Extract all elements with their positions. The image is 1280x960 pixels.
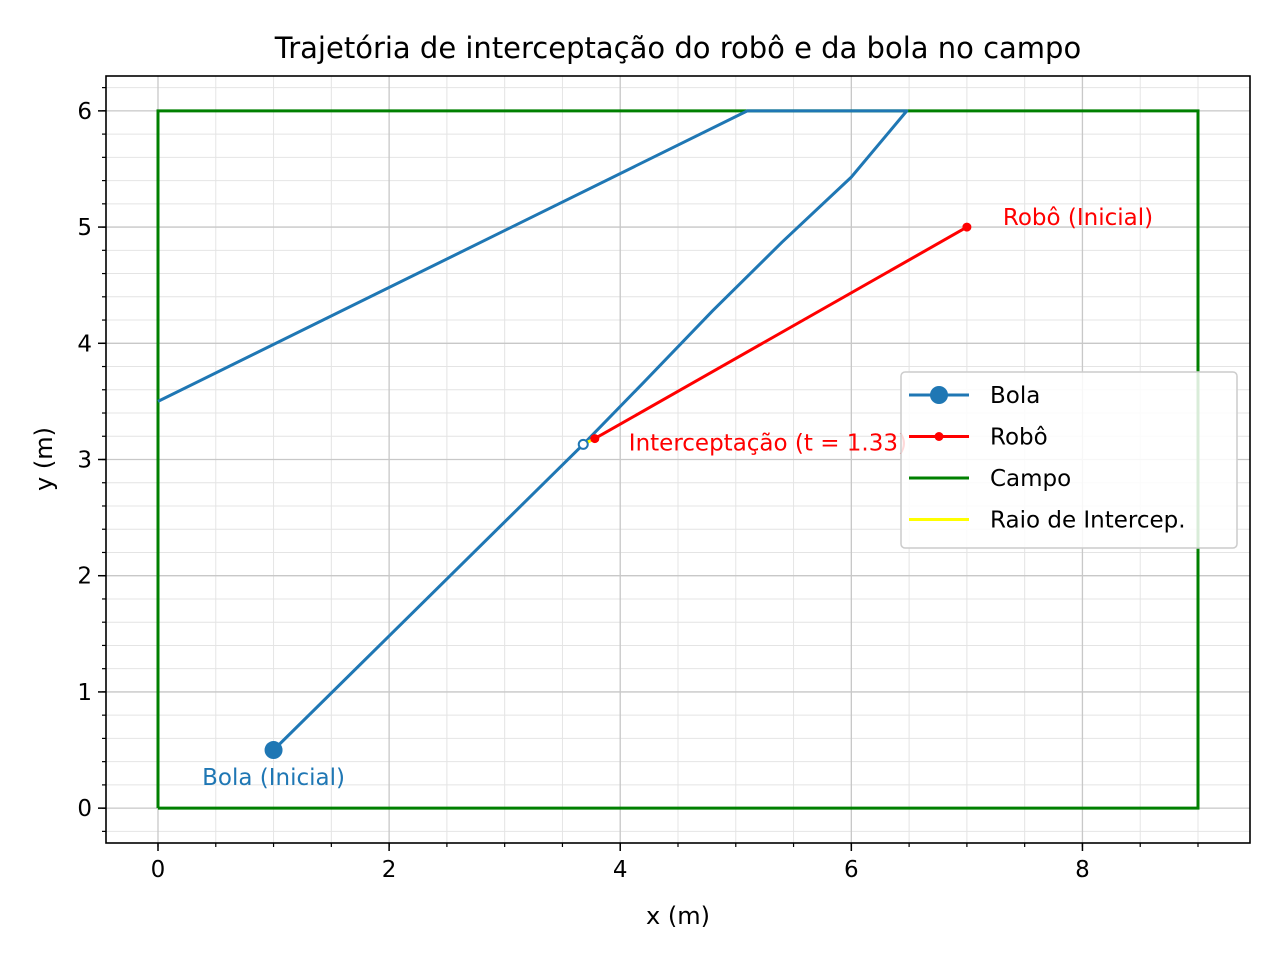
x-tick-label: 6 — [844, 857, 859, 883]
y-tick-label: 4 — [77, 331, 92, 357]
annotation-label: Bola (Inicial) — [202, 765, 345, 791]
legend-label: Robô — [990, 425, 1048, 451]
robot-path-line — [594, 225, 968, 440]
annotation-layer: Bola (Inicial) Robô (Inicial) Interceptaçã… — [202, 205, 1153, 791]
legend: Bola Robô Campo Raio de Intercep. — [900, 371, 1238, 549]
legend-label: Raio de Intercep. — [990, 508, 1186, 534]
x-tick-label: 8 — [1075, 857, 1090, 883]
y-tick-label: 5 — [77, 215, 92, 241]
robot-start-marker — [962, 222, 972, 232]
y-tick-label: 1 — [77, 680, 92, 706]
robot-intercept-marker — [590, 434, 600, 444]
ball-path-line — [272, 443, 585, 752]
y-tick-label: 6 — [77, 99, 92, 125]
legend-swatch-marker — [934, 432, 944, 441]
field-boundary-line — [156, 109, 1200, 810]
annotation-label: Robô (Inicial) — [1003, 205, 1153, 231]
series-layer — [156, 109, 1200, 810]
ball-start-marker — [264, 741, 283, 760]
legend-box — [900, 371, 1238, 549]
y-tick-label: 0 — [77, 796, 92, 822]
x-axis-label: x (m) — [646, 902, 710, 930]
x-tick-label: 4 — [613, 857, 628, 883]
ball-path-extended-line — [157, 109, 909, 446]
annotation-label: Interceptação (t = 1.33) — [629, 431, 907, 457]
y-tick-label: 2 — [77, 564, 92, 590]
x-tick-label: 0 — [151, 857, 166, 883]
legend-swatch-marker — [930, 386, 948, 404]
y-tick-label: 3 — [77, 448, 92, 474]
y-axis-label: y (m) — [30, 427, 58, 491]
legend-label: Campo — [990, 466, 1071, 492]
x-axis-ticks: 0 2 4 6 8 — [151, 843, 1199, 883]
ball-intercept-marker — [577, 438, 589, 450]
chart-title: Trajetória de interceptação do robô e da… — [274, 31, 1081, 65]
y-axis-ticks: 0 1 2 3 4 5 6 — [77, 87, 106, 832]
x-tick-label: 2 — [382, 857, 397, 883]
legend-label: Bola — [990, 383, 1040, 409]
